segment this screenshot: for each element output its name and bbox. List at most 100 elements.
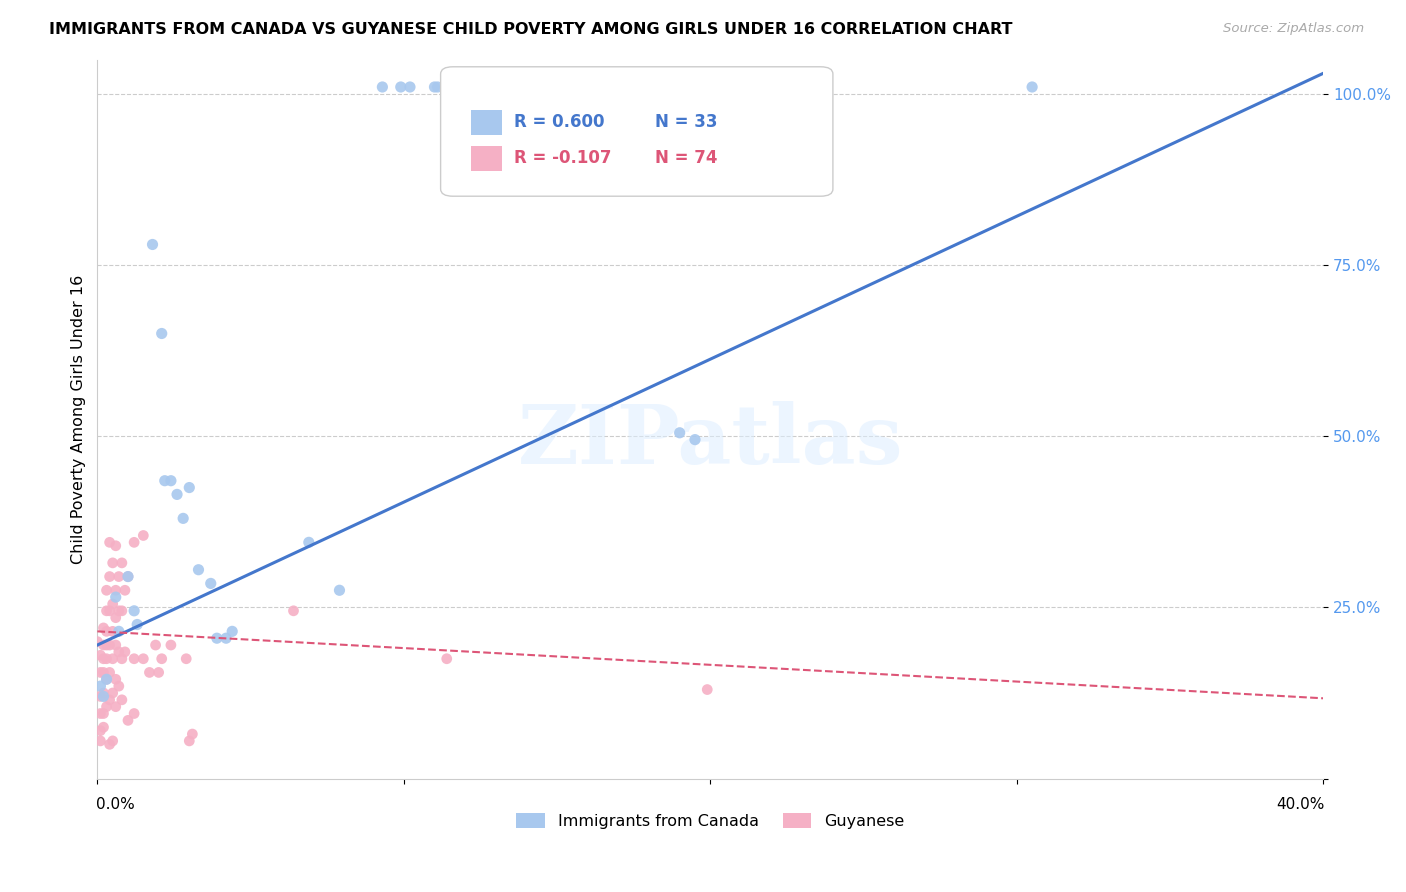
- Point: [89, 648, 111, 663]
- Point: [127, 617, 149, 632]
- Point: [98, 665, 121, 680]
- FancyBboxPatch shape: [471, 146, 502, 171]
- Legend: Immigrants from Canada, Guyanese: Immigrants from Canada, Guyanese: [510, 807, 911, 835]
- Point: [101, 652, 124, 666]
- Point: [166, 487, 188, 501]
- Point: [93, 638, 115, 652]
- Point: [107, 604, 129, 618]
- Point: [426, 80, 449, 95]
- Text: 0.0%: 0.0%: [96, 797, 135, 812]
- Point: [160, 474, 183, 488]
- Point: [117, 569, 139, 583]
- Point: [101, 686, 124, 700]
- Point: [89, 665, 111, 680]
- Point: [148, 665, 170, 680]
- Text: N = 33: N = 33: [655, 113, 717, 131]
- Point: [132, 528, 155, 542]
- Point: [122, 604, 145, 618]
- Point: [114, 583, 136, 598]
- Point: [101, 734, 124, 748]
- Point: [160, 638, 183, 652]
- Point: [96, 624, 118, 639]
- FancyBboxPatch shape: [471, 110, 502, 135]
- Text: Source: ZipAtlas.com: Source: ZipAtlas.com: [1223, 22, 1364, 36]
- Point: [172, 511, 194, 525]
- Point: [107, 569, 129, 583]
- Point: [96, 673, 118, 687]
- Point: [104, 610, 127, 624]
- Point: [93, 720, 115, 734]
- Point: [283, 604, 305, 618]
- Point: [111, 604, 134, 618]
- Point: [89, 690, 111, 704]
- Point: [98, 693, 121, 707]
- Point: [111, 652, 134, 666]
- Point: [89, 706, 111, 721]
- Point: [141, 237, 163, 252]
- Point: [104, 590, 127, 604]
- Text: 40.0%: 40.0%: [1277, 797, 1324, 812]
- Point: [205, 631, 228, 645]
- Point: [122, 652, 145, 666]
- Point: [187, 563, 209, 577]
- Text: R = -0.107: R = -0.107: [515, 149, 612, 167]
- Point: [107, 624, 129, 639]
- Text: R = 0.600: R = 0.600: [515, 113, 605, 131]
- Point: [111, 556, 134, 570]
- Point: [200, 576, 222, 591]
- Point: [93, 686, 115, 700]
- Point: [298, 535, 321, 549]
- Point: [98, 535, 121, 549]
- Point: [1021, 80, 1043, 95]
- Point: [89, 734, 111, 748]
- Point: [117, 569, 139, 583]
- Point: [371, 80, 394, 95]
- Point: [98, 604, 121, 618]
- Point: [114, 645, 136, 659]
- Point: [179, 734, 201, 748]
- Point: [145, 638, 167, 652]
- Point: [86, 634, 108, 648]
- Y-axis label: Child Poverty Among Girls Under 16: Child Poverty Among Girls Under 16: [72, 275, 86, 564]
- Point: [89, 679, 111, 693]
- Point: [107, 645, 129, 659]
- Point: [93, 690, 115, 704]
- Point: [153, 474, 176, 488]
- FancyBboxPatch shape: [440, 67, 832, 196]
- Point: [93, 665, 115, 680]
- Point: [104, 583, 127, 598]
- Point: [683, 433, 706, 447]
- Point: [96, 604, 118, 618]
- Point: [436, 652, 458, 666]
- Point: [150, 652, 173, 666]
- Point: [117, 714, 139, 728]
- Point: [328, 583, 350, 598]
- Point: [179, 481, 201, 495]
- Point: [111, 693, 134, 707]
- Point: [101, 556, 124, 570]
- Point: [96, 699, 118, 714]
- Point: [122, 535, 145, 549]
- Point: [423, 80, 446, 95]
- Point: [221, 624, 243, 639]
- Point: [98, 737, 121, 751]
- Point: [98, 638, 121, 652]
- Text: ZIPatlas: ZIPatlas: [517, 401, 903, 481]
- Point: [122, 706, 145, 721]
- Point: [107, 679, 129, 693]
- Point: [93, 706, 115, 721]
- Point: [668, 425, 690, 440]
- Point: [101, 624, 124, 639]
- Point: [215, 631, 238, 645]
- Point: [96, 638, 118, 652]
- Point: [96, 673, 118, 687]
- Point: [104, 539, 127, 553]
- Point: [98, 569, 121, 583]
- Point: [104, 638, 127, 652]
- Point: [389, 80, 412, 95]
- Point: [96, 652, 118, 666]
- Point: [174, 652, 197, 666]
- Point: [93, 652, 115, 666]
- Text: N = 74: N = 74: [655, 149, 717, 167]
- Text: IMMIGRANTS FROM CANADA VS GUYANESE CHILD POVERTY AMONG GIRLS UNDER 16 CORRELATIO: IMMIGRANTS FROM CANADA VS GUYANESE CHILD…: [49, 22, 1012, 37]
